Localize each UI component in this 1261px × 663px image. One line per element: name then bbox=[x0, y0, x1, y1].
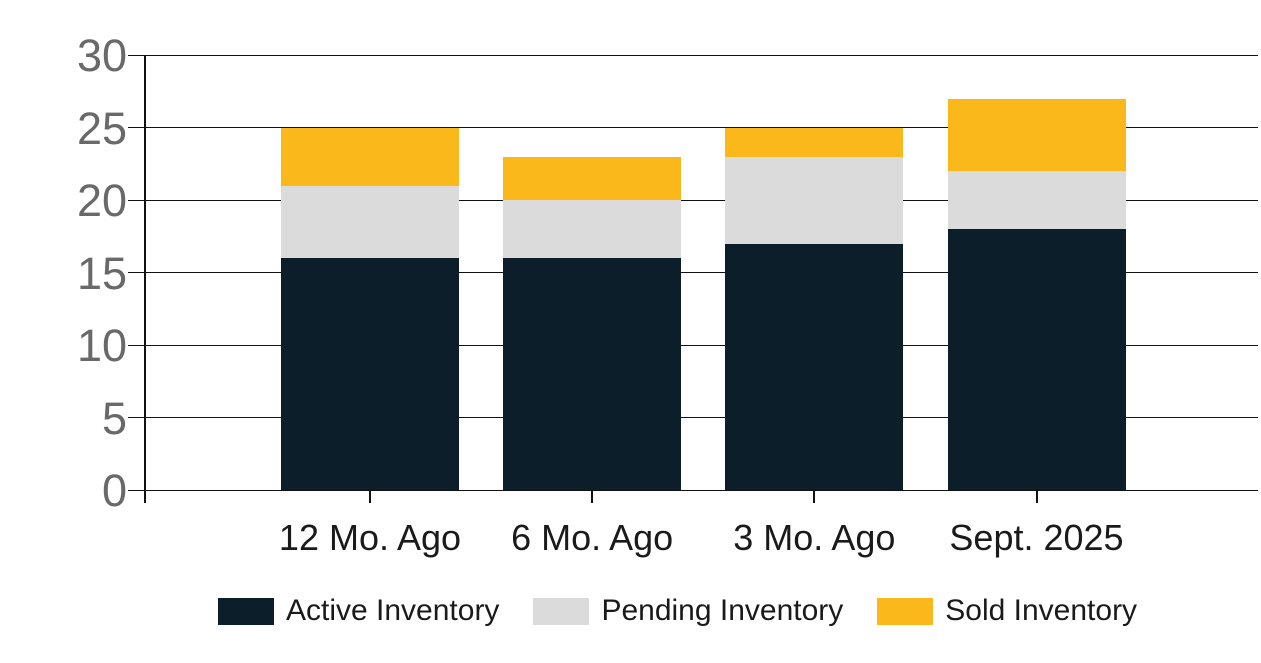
bar-segment-sold-inventory-4 bbox=[947, 98, 1126, 171]
y-tick-label-20: 20 bbox=[76, 175, 127, 226]
legend-swatch-pending-inventory bbox=[533, 597, 590, 625]
legend-label: Active Inventory bbox=[286, 594, 500, 627]
bar-segment-sold-inventory-1 bbox=[281, 127, 459, 186]
y-tick-label-25: 25 bbox=[76, 102, 127, 154]
x-tick-3 bbox=[813, 490, 816, 503]
y-tick-label-10: 10 bbox=[76, 320, 127, 371]
legend-item-sold-inventory: Sold Inventory bbox=[877, 596, 1137, 626]
bar-segment-pending-inventory-1 bbox=[281, 185, 459, 258]
y-tick-label-15: 15 bbox=[76, 247, 127, 299]
bar-segment-active-inventory-3 bbox=[725, 243, 904, 490]
legend-swatch-sold-inventory bbox=[877, 597, 934, 625]
x-tick-4 bbox=[1035, 490, 1038, 503]
x-category-label-4: Sept. 2025 bbox=[949, 517, 1124, 558]
x-category-label-1: 12 Mo. Ago bbox=[278, 517, 462, 558]
bar-segment-pending-inventory-2 bbox=[503, 200, 682, 258]
gridline-y-30 bbox=[128, 54, 1258, 56]
bar-segment-pending-inventory-4 bbox=[947, 171, 1126, 229]
bar-segment-active-inventory-1 bbox=[281, 258, 459, 490]
x-tick-1 bbox=[369, 490, 371, 503]
bar-segment-sold-inventory-3 bbox=[725, 127, 904, 157]
legend: Active Inventory Pending Inventory Sold In… bbox=[218, 592, 1137, 630]
y-tick-label-30: 30 bbox=[76, 30, 127, 81]
y-tick-label-0: 0 bbox=[101, 465, 127, 516]
legend-item-pending-inventory: Pending Inventory bbox=[533, 596, 843, 626]
x-tick-2 bbox=[591, 490, 594, 503]
legend-item-active-inventory: Active Inventory bbox=[218, 596, 499, 626]
legend-label: Pending Inventory bbox=[601, 594, 844, 627]
gridline-y-25 bbox=[128, 127, 1258, 128]
y-tick-label-5: 5 bbox=[101, 392, 127, 444]
legend-swatch-active-inventory bbox=[218, 597, 274, 625]
gridline-y-10 bbox=[128, 344, 1258, 346]
bar-segment-active-inventory-4 bbox=[947, 229, 1126, 490]
gridline-y-15 bbox=[128, 272, 1258, 273]
bar-segment-sold-inventory-2 bbox=[503, 156, 682, 200]
y-axis-line bbox=[144, 55, 146, 503]
legend-label: Sold Inventory bbox=[945, 594, 1138, 627]
gridline-y-5 bbox=[128, 417, 1258, 418]
gridline-y-20 bbox=[128, 199, 1258, 201]
x-category-label-3: 3 Mo. Ago bbox=[733, 517, 896, 558]
x-category-label-2: 6 Mo. Ago bbox=[511, 517, 674, 558]
bar-segment-pending-inventory-3 bbox=[725, 156, 904, 244]
gridline-y-0 bbox=[128, 489, 1258, 491]
bar-segment-active-inventory-2 bbox=[503, 258, 682, 490]
